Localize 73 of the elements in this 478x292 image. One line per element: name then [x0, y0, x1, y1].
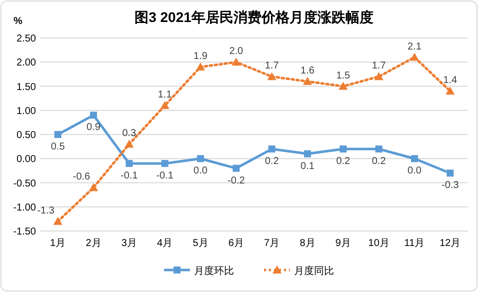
data-label: 0.9 — [86, 122, 101, 134]
y-tick-label: 2.00 — [16, 58, 36, 69]
data-label: 0.3 — [122, 128, 137, 140]
data-label: 1.7 — [372, 60, 386, 72]
data-label: -1.3 — [37, 205, 55, 216]
point — [411, 155, 418, 162]
point — [268, 145, 276, 152]
data-label: -0.1 — [156, 170, 174, 182]
data-label: 1.1 — [158, 90, 172, 101]
data-label: 0.5 — [50, 142, 66, 152]
x-tick-label: 8月 — [300, 238, 316, 249]
point — [446, 86, 455, 95]
data-label: 0.0 — [408, 166, 422, 177]
y-axis-title: % — [14, 16, 23, 27]
data-label: -0.3 — [442, 180, 460, 192]
point — [90, 112, 97, 119]
data-label: 0.1 — [300, 160, 315, 172]
point — [267, 72, 276, 80]
data-label: 0.2 — [264, 156, 280, 167]
point — [124, 140, 134, 148]
x-tick-label: 9月 — [335, 238, 351, 249]
data-label: 0.2 — [372, 156, 386, 167]
x-tick-label: 4月 — [157, 238, 173, 249]
data-label: -0.1 — [120, 170, 138, 182]
data-label: 1.9 — [194, 50, 208, 62]
x-tick-label: 1月 — [50, 238, 66, 249]
x-tick-label: 6月 — [228, 238, 244, 249]
data-label: 1.5 — [336, 70, 351, 82]
data-label: 2.1 — [408, 41, 422, 52]
point — [340, 145, 347, 152]
x-tick-label: 2月 — [86, 238, 102, 249]
point — [374, 72, 384, 80]
y-tick-label: 1.00 — [16, 106, 36, 117]
data-label: 1.6 — [300, 65, 315, 76]
point — [410, 52, 419, 61]
x-tick-label: 7月 — [264, 238, 280, 249]
y-tick-label: 0.00 — [16, 154, 36, 166]
point — [196, 62, 205, 70]
data-label: 0.2 — [336, 156, 351, 167]
data-label: 2.0 — [229, 46, 244, 58]
data-label: -0.6 — [72, 172, 91, 183]
point — [304, 150, 311, 158]
data-label: 0.0 — [194, 166, 208, 177]
data-label: -0.2 — [228, 175, 246, 186]
y-tick-label: 0.50 — [16, 130, 36, 141]
data-label: 1.7 — [264, 60, 280, 72]
point — [161, 160, 168, 167]
point — [232, 58, 241, 66]
y-tick-label: -1.00 — [13, 202, 36, 214]
point — [54, 131, 62, 138]
x-tick-label: 12月 — [440, 238, 461, 249]
chart-title: 图3 2021年居民消费价格月度涨跌幅度 — [134, 9, 374, 25]
point — [53, 216, 62, 225]
point — [197, 155, 204, 162]
x-tick-label: 3月 — [121, 238, 137, 249]
point — [375, 145, 382, 152]
point — [338, 82, 348, 90]
point — [89, 183, 98, 192]
point — [303, 76, 312, 85]
x-tick-label: 5月 — [192, 238, 208, 249]
x-tick-label: 11月 — [404, 238, 425, 249]
point — [160, 101, 170, 110]
point — [126, 160, 133, 167]
y-tick-label: -0.50 — [13, 178, 36, 190]
y-tick-label: -1.50 — [13, 226, 36, 238]
y-tick-label: 1.50 — [16, 82, 36, 93]
point — [232, 164, 240, 172]
legend-label: 月度同比 — [294, 265, 334, 277]
legend-label: 月度环比 — [194, 265, 234, 277]
x-tick-label: 10月 — [368, 238, 390, 249]
data-label: 1.4 — [443, 75, 458, 86]
point — [446, 170, 454, 177]
y-tick-label: 2.50 — [16, 34, 36, 44]
